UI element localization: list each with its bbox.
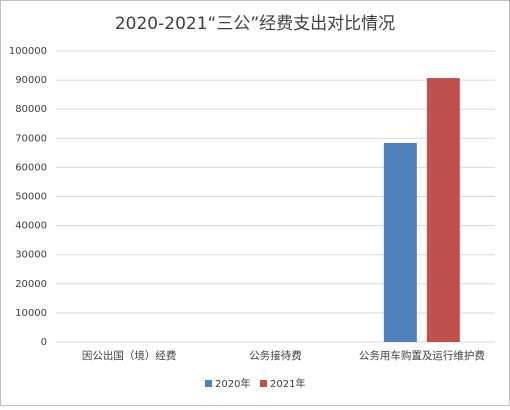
x-tick-label: 因公出国（境）经费 [82,349,177,362]
chart-title: 2020-2021“三公”经费支出对比情况 [115,14,395,34]
legend-swatch [205,380,212,387]
y-tick-label: 100000 [9,46,47,57]
y-tick-label: 80000 [15,104,47,115]
legend-label: 2020年 [215,377,250,390]
x-tick-label: 公务用车购置及运行维护费 [359,349,485,362]
bar [383,142,417,342]
y-tick-label: 70000 [15,133,47,144]
y-tick-label: 10000 [15,308,47,319]
x-tick-label: 公务接待费 [249,349,302,362]
y-tick-label: 40000 [15,221,47,232]
y-tick-label: 90000 [15,75,47,86]
y-tick-label: 0 [41,337,47,348]
y-tick-label: 20000 [15,279,47,290]
legend-swatch [260,380,267,387]
legend-label: 2021年 [270,377,305,390]
y-tick-label: 60000 [15,162,47,173]
bar [426,78,460,343]
y-tick-label: 30000 [15,250,47,261]
y-tick-label: 50000 [15,192,47,203]
